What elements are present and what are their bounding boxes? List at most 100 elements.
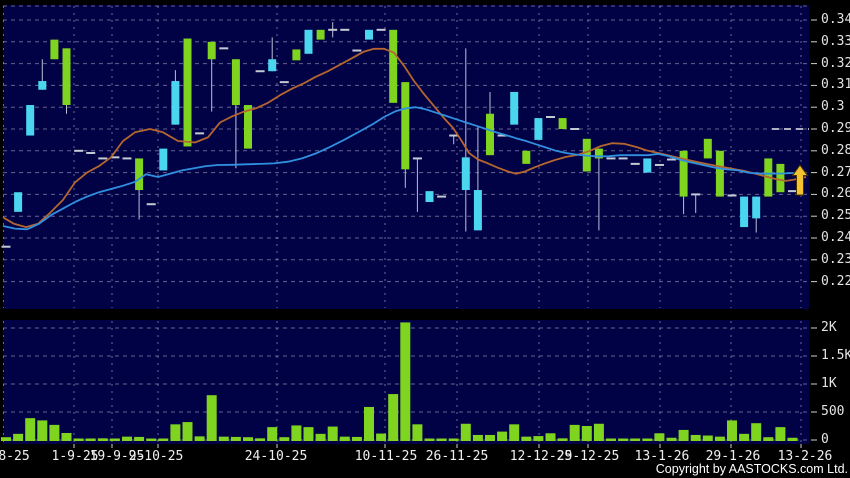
- volume-bar: [593, 423, 604, 441]
- volume-bar: [158, 438, 169, 441]
- volume-tick-label: 0: [821, 432, 829, 447]
- volume-tick-label: 1.5K: [821, 348, 850, 363]
- volume-bar: [1, 437, 11, 441]
- volume-bar: [763, 437, 774, 441]
- volume-bar: [654, 433, 665, 441]
- volume-bar: [751, 423, 762, 441]
- price-tick-label: 0.27: [821, 164, 850, 180]
- candlestick: [231, 59, 240, 106]
- volume-bar: [436, 438, 447, 441]
- volume-bar: [170, 424, 181, 441]
- doji-dash: [146, 203, 156, 206]
- doji-dash: [618, 157, 628, 160]
- volume-bar: [146, 438, 157, 441]
- date-tick-label: 29-12-25: [556, 449, 620, 464]
- volume-bar: [291, 425, 302, 441]
- volume-bar: [134, 436, 145, 441]
- doji-dash: [98, 157, 108, 160]
- volume-bar: [388, 394, 399, 441]
- candlestick: [159, 148, 168, 171]
- volume-bar: [533, 436, 544, 441]
- volume-bar: [787, 437, 798, 441]
- doji-dash: [255, 70, 265, 73]
- volume-bar: [109, 438, 120, 441]
- volume-bar: [775, 427, 786, 441]
- volume-bar: [255, 438, 266, 441]
- ma-blue-line: [2, 106, 807, 231]
- price-tick-label: 0.29: [821, 121, 850, 136]
- ma-orange-line: [2, 47, 807, 229]
- volume-bar: [509, 424, 520, 441]
- volume-bar: [49, 424, 60, 441]
- volume-bar: [339, 436, 350, 441]
- volume-bar: [97, 438, 108, 441]
- doji-dash: [691, 193, 701, 196]
- volume-bar: [460, 423, 471, 441]
- doji-dash: [546, 116, 555, 119]
- volume-bar: [243, 437, 253, 441]
- doji-dash: [727, 194, 737, 197]
- candlestick: [135, 158, 144, 191]
- volume-bar: [581, 426, 592, 441]
- candlestick: [171, 81, 180, 125]
- candlestick: [268, 59, 277, 72]
- doji-dash: [279, 81, 289, 84]
- price-tick-label: 0.22: [821, 273, 850, 289]
- volume-bar: [218, 436, 229, 441]
- volume-bar: [727, 420, 737, 441]
- price-tick-label: 0.34: [821, 12, 850, 27]
- volume-bar: [303, 427, 314, 441]
- price-tick-label: 0.33: [821, 33, 850, 49]
- price-tick-label: 0.25: [821, 208, 850, 224]
- candlestick: [62, 48, 71, 106]
- volume-bar: [400, 322, 411, 441]
- price-tick-label: 0.24: [821, 230, 850, 245]
- volume-bar: [376, 433, 387, 441]
- volume-bar: [206, 395, 217, 441]
- volume-tick-label: 500: [821, 404, 845, 419]
- candlestick: [304, 29, 313, 54]
- volume-tick-label: 2K: [821, 320, 837, 335]
- doji-dash: [328, 28, 338, 31]
- doji-dash: [86, 151, 96, 154]
- up-arrow-icon: [791, 164, 809, 196]
- price-tick-label: 0.3: [821, 99, 845, 115]
- volume-bar: [25, 418, 36, 441]
- candlestick: [703, 138, 712, 159]
- doji-dash: [195, 132, 205, 135]
- volume-bar: [194, 436, 205, 441]
- volume-bar: [714, 436, 725, 441]
- doji-dash: [667, 158, 676, 161]
- date-tick-label: 26-11-25: [425, 449, 489, 464]
- volume-bar: [230, 436, 241, 441]
- volume-bar: [424, 438, 435, 441]
- candlestick: [740, 196, 749, 228]
- date-tick-label: 12-12-25: [509, 449, 573, 464]
- candlestick: [558, 118, 567, 129]
- price-tick-label: 0.32: [821, 55, 850, 71]
- doji-dash: [437, 195, 447, 198]
- volume-bar: [678, 429, 689, 441]
- doji-dash: [74, 149, 84, 152]
- doji-dash: [412, 157, 422, 160]
- volume-bar: [448, 438, 459, 441]
- price-tick-label: 0.26: [821, 186, 850, 202]
- doji-dash: [376, 28, 386, 31]
- candlestick: [244, 105, 252, 149]
- volume-bar: [739, 433, 750, 441]
- volume-bar: [618, 438, 629, 441]
- volume-bar: [351, 436, 362, 441]
- volume-bar: [630, 438, 641, 441]
- date-tick-label: 29-1-26: [705, 449, 761, 464]
- volume-bar: [642, 438, 653, 441]
- date-tick-label: 13-1-26: [634, 449, 690, 464]
- price-tick-label: 0.23: [821, 251, 850, 267]
- price-tick-label: 0.28: [821, 142, 850, 158]
- candlestick: [679, 150, 688, 197]
- volume-bar: [122, 436, 132, 441]
- candlestick: [594, 148, 603, 159]
- candlestick: [316, 29, 325, 40]
- volume-bar: [690, 434, 701, 441]
- candlestick: [183, 38, 192, 147]
